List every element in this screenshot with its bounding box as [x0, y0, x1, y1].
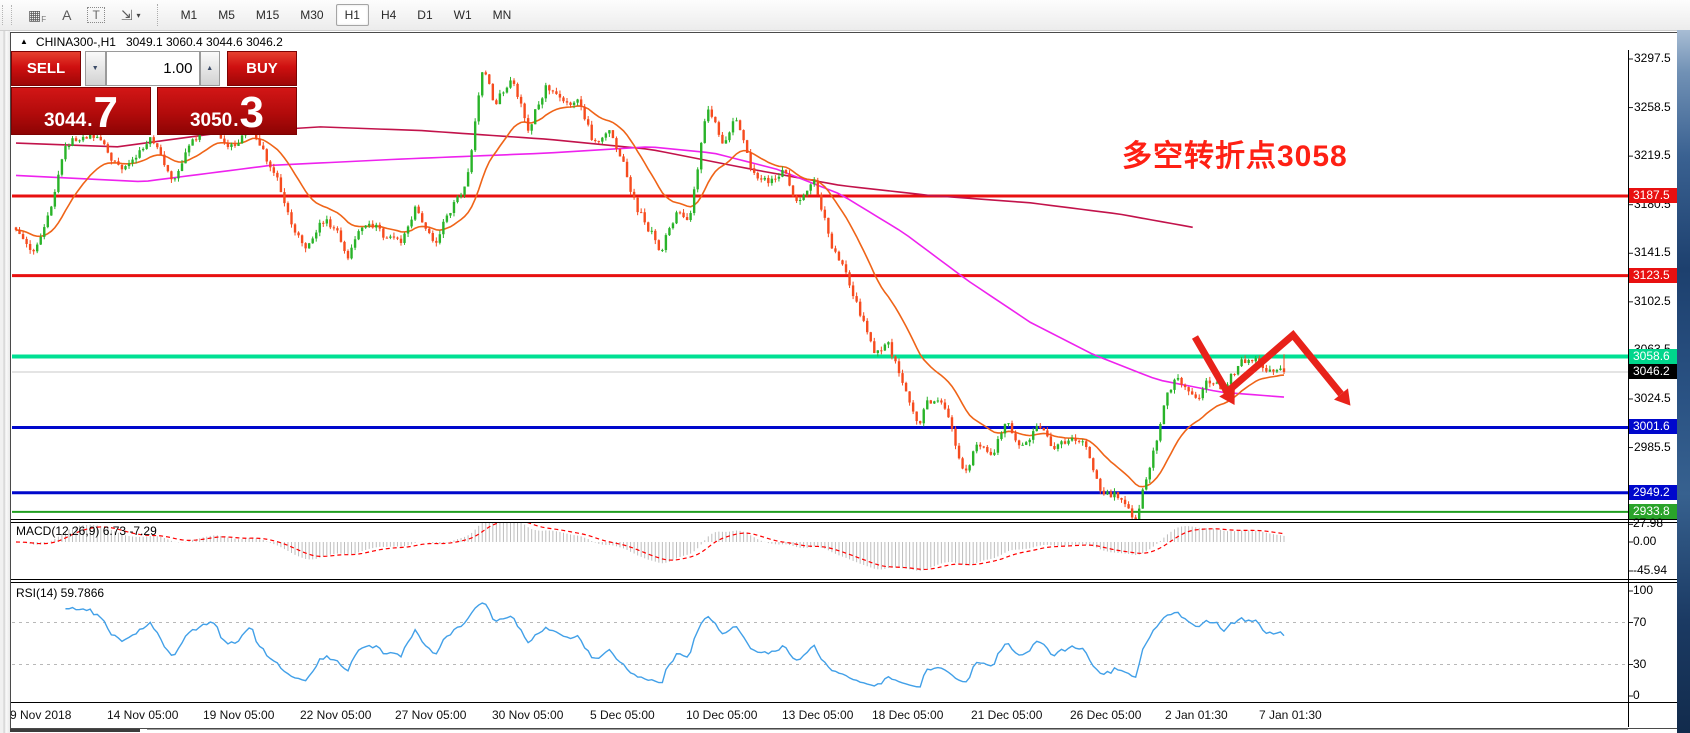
macd-scale-label: 27.98: [1633, 516, 1664, 531]
pane-separator[interactable]: [10, 519, 1677, 520]
symbol-label: CHINA300-,H1: [35, 34, 116, 49]
timeframe-m30[interactable]: M30: [300, 8, 324, 22]
time-axis-label: 26 Dec 05:00: [1070, 708, 1142, 722]
pane-separator[interactable]: [10, 579, 1677, 580]
sell-price-big-digit: 7: [93, 87, 119, 137]
price-tick: 3141.5: [1634, 245, 1671, 260]
sell-button[interactable]: SELL: [11, 51, 82, 86]
price-tick: 3102.5: [1634, 293, 1671, 308]
time-axis-label: 18 Dec 05:00: [872, 708, 944, 722]
rsi-scale-label: 0: [1633, 688, 1640, 702]
price-tag: 3123.5: [1629, 267, 1677, 283]
sell-price-point: .: [87, 110, 93, 131]
time-axis-label: 19 Nov 05:00: [203, 708, 275, 722]
time-axis-label: 22 Nov 05:00: [300, 708, 372, 722]
window-edge-strip: [1677, 30, 1690, 733]
timeframe-m5[interactable]: M5: [218, 8, 235, 22]
macd-scale-label: -45.94: [1633, 562, 1668, 577]
price-tick: 3258.5: [1634, 99, 1671, 114]
toolbar-separator: [156, 4, 158, 26]
price-axis-divider: [1628, 50, 1629, 727]
pane-separator: [10, 522, 1677, 523]
objects-icon[interactable]: ⇲ ▾: [121, 7, 141, 24]
objects-glyph: ⇲: [120, 6, 133, 23]
time-axis-label: 27 Nov 05:00: [395, 708, 467, 722]
timeframe-group: M1 M5 M15 M30 H1 H4 D1 W1 MN: [172, 4, 521, 26]
volume-increase-button[interactable]: ▲: [199, 51, 220, 86]
collapse-icon[interactable]: ▲: [20, 37, 28, 46]
one-click-trade-panel: SELL ▼ ▲ BUY 3044 . 7 3050 . 3: [11, 51, 297, 135]
timeframe-h1[interactable]: H1: [335, 4, 369, 26]
bottom-tab-strip[interactable]: [10, 729, 140, 732]
grid-glyph: ▦: [28, 6, 42, 23]
volume-decrease-button[interactable]: ▼: [85, 51, 106, 86]
chevron-down-icon: ▾: [136, 10, 141, 20]
label-a-icon[interactable]: A: [62, 7, 72, 23]
buy-price-big-digit: 3: [239, 87, 265, 137]
price-tag: 3001.6: [1629, 419, 1677, 435]
toolbar-grip[interactable]: [2, 5, 12, 25]
price-tag: 2949.2: [1629, 484, 1677, 500]
pane-separator: [10, 702, 1677, 703]
macd-scale-label: 0.00: [1633, 534, 1657, 548]
time-axis-label: 21 Dec 05:00: [971, 708, 1043, 722]
price-tag: 3046.2: [1629, 363, 1677, 379]
sell-price-display[interactable]: 3044 . 7: [11, 87, 151, 135]
chart-annotation-text: 多空转折点3058: [1122, 140, 1348, 173]
timeframe-m15[interactable]: M15: [255, 8, 280, 22]
volume-input[interactable]: [105, 51, 200, 86]
time-axis-label: 30 Nov 05:00: [492, 708, 564, 722]
buy-price-display[interactable]: 3050 . 3: [157, 87, 297, 135]
ohlc-quotes: 3049.1 3060.4 3044.6 3046.2: [125, 34, 283, 49]
price-tag: 3058.6: [1629, 348, 1677, 364]
buy-price-main: 3050: [189, 110, 233, 131]
time-axis-label: 5 Dec 05:00: [590, 708, 655, 722]
rsi-scale-label: 70: [1633, 614, 1647, 629]
time-axis-label: 9 Nov 2018: [10, 708, 72, 722]
time-axis-label: 13 Dec 05:00: [782, 708, 854, 722]
price-tag: 3187.5: [1629, 187, 1677, 203]
buy-price-point: .: [233, 110, 239, 131]
grid-sub: F: [41, 14, 47, 24]
pane-separator: [10, 582, 1677, 583]
timeframe-h4[interactable]: H4: [380, 8, 397, 22]
timeframe-w1[interactable]: W1: [453, 8, 472, 22]
time-axis-label: 7 Jan 01:30: [1259, 708, 1322, 722]
grid-fibo-icon[interactable]: ▦ F: [28, 7, 46, 24]
rsi-scale-label: 100: [1633, 583, 1654, 597]
price-tick: 3024.5: [1634, 390, 1671, 405]
price-tick: 2985.5: [1634, 439, 1671, 454]
price-tag: 2933.8: [1629, 503, 1677, 519]
rsi-scale-label: 30: [1633, 656, 1647, 671]
toolbar: ▦ F A T ⇲ ▾ M1 M5 M15 M30 H1 H4 D1 W1 MN: [0, 0, 1690, 31]
left-gutter: [0, 31, 10, 733]
time-axis-label: 14 Nov 05:00: [107, 708, 179, 722]
timeframe-mn[interactable]: MN: [492, 8, 512, 22]
macd-label: MACD(12,26,9) 6.73 -7.29: [16, 524, 157, 538]
buy-button[interactable]: BUY: [226, 51, 297, 86]
price-tick: 3297.5: [1634, 51, 1671, 65]
price-tick: 3219.5: [1634, 148, 1671, 163]
sell-price-main: 3044: [43, 110, 87, 131]
time-axis-label: 10 Dec 05:00: [686, 708, 758, 722]
timeframe-m1[interactable]: M1: [180, 8, 198, 22]
chart-title: ▲ CHINA300-,H1 3049.1 3060.4 3044.6 3046…: [11, 33, 1675, 50]
timeframe-d1[interactable]: D1: [417, 8, 433, 22]
bottom-scroll-line: [147, 729, 1628, 730]
textbox-icon[interactable]: T: [87, 7, 105, 23]
rsi-label: RSI(14) 59.7866: [16, 586, 105, 600]
time-axis-label: 2 Jan 01:30: [1165, 708, 1228, 722]
